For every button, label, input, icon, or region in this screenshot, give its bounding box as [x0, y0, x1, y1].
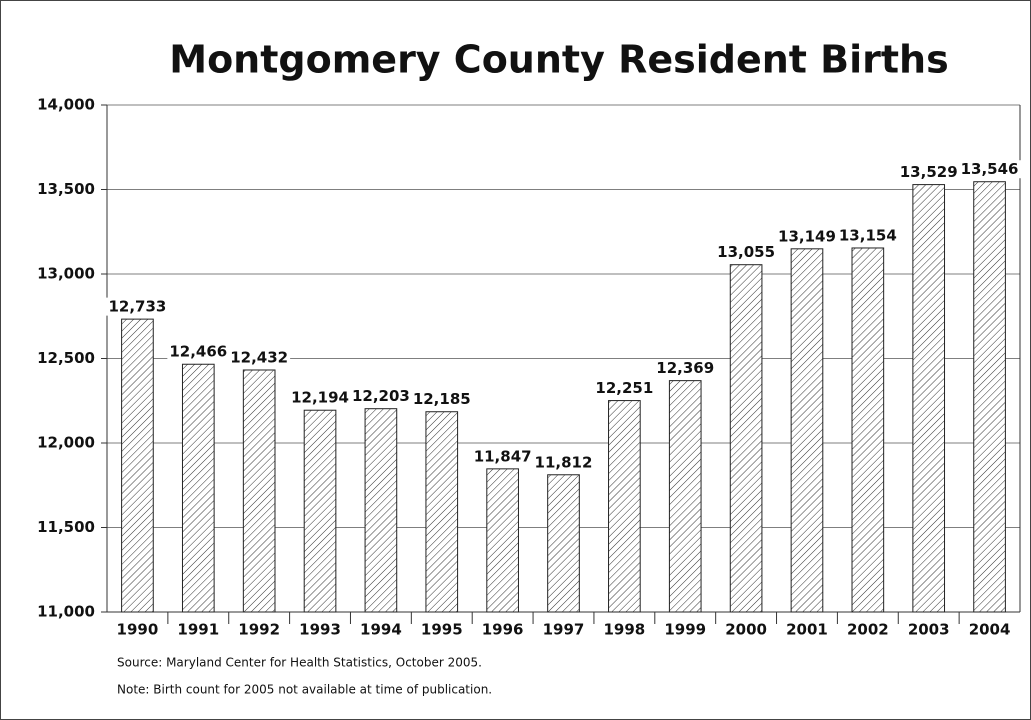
x-tick-label: 1998: [603, 621, 645, 639]
x-tick-label: 1999: [664, 621, 706, 639]
value-label-bg: [654, 359, 717, 378]
value-label-bg: [715, 243, 778, 262]
source-note: Source: Maryland Center for Health Stati…: [117, 656, 482, 670]
bar: [608, 400, 641, 613]
value-label: 13,529: [900, 163, 958, 181]
bar: [851, 247, 885, 613]
value-label-bg: [289, 388, 351, 407]
y-tick-label: 13,500: [37, 180, 95, 198]
x-tick-label: 1994: [360, 621, 402, 639]
value-label: 13,546: [961, 160, 1019, 178]
value-label: 12,369: [656, 359, 714, 377]
value-label-bg: [593, 379, 656, 398]
bar: [181, 363, 215, 613]
value-label: 12,194: [291, 389, 349, 407]
bar: [242, 369, 276, 613]
x-tick-label: 2004: [969, 621, 1011, 639]
value-label-bg: [106, 297, 169, 316]
value-label: 13,055: [717, 243, 775, 261]
value-label: 12,733: [108, 298, 166, 316]
value-label-bg: [958, 160, 1021, 179]
value-label-bg: [836, 226, 899, 245]
x-tick-label: 1991: [177, 621, 219, 639]
x-tick-label: 1993: [299, 621, 341, 639]
footnote: Note: Birth count for 2005 not available…: [117, 683, 492, 697]
value-label-bg: [349, 387, 412, 406]
value-label-bg: [228, 348, 291, 367]
x-tick-label: 1992: [238, 621, 280, 639]
x-tick-label: 2001: [786, 621, 828, 639]
value-label-bg: [776, 227, 838, 246]
value-label: 13,149: [778, 227, 836, 245]
bar: [668, 380, 702, 613]
bar: [912, 184, 946, 613]
value-label-bg: [410, 390, 473, 409]
x-tick-label: 1990: [117, 621, 159, 639]
x-tick-label: 2000: [725, 621, 767, 639]
bar: [729, 264, 763, 613]
bar: [486, 468, 519, 613]
value-label: 11,847: [474, 447, 532, 465]
bar: [547, 474, 580, 613]
y-tick-label: 14,000: [37, 96, 95, 114]
y-tick-label: 13,000: [37, 265, 95, 283]
bar: [121, 318, 154, 613]
x-tick-label: 1995: [421, 621, 463, 639]
value-label: 12,203: [352, 387, 410, 405]
value-label: 12,466: [169, 343, 227, 361]
y-tick-label: 12,000: [37, 434, 95, 452]
y-tick-label: 11,500: [37, 518, 95, 536]
bar: [364, 408, 398, 613]
value-label: 12,251: [595, 379, 653, 397]
value-label-bg: [897, 163, 960, 182]
value-label-bg: [471, 447, 534, 466]
bar: [973, 181, 1006, 613]
value-label: 12,432: [230, 348, 288, 366]
bar: [303, 409, 337, 613]
bar: [790, 248, 824, 613]
value-label-bg: [532, 453, 595, 472]
value-label-bg: [167, 342, 230, 361]
chart-title: Montgomery County Resident Births: [169, 38, 948, 82]
bar: [425, 411, 459, 613]
x-tick-label: 2002: [847, 621, 889, 639]
value-label: 12,185: [413, 390, 471, 408]
x-tick-label: 1996: [482, 621, 524, 639]
value-label: 13,154: [839, 226, 897, 244]
x-tick-label: 2003: [908, 621, 950, 639]
x-tick-label: 1997: [543, 621, 585, 639]
value-label: 11,812: [535, 453, 593, 471]
y-tick-label: 11,000: [37, 603, 95, 621]
y-tick-label: 12,500: [37, 349, 95, 367]
